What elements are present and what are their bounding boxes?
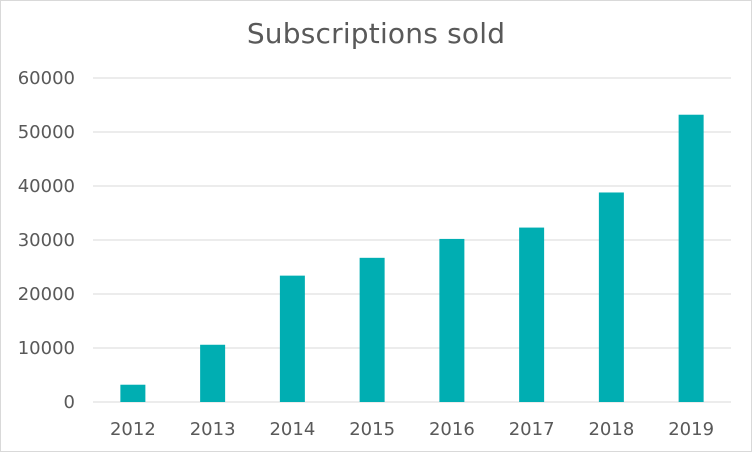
bar-2018 [598,192,624,402]
y-tick-label: 50000 [18,122,75,143]
y-tick-label: 40000 [18,176,75,197]
bar-2013 [200,344,226,402]
chart-title: Subscriptions sold [246,17,506,50]
y-tick-label: 30000 [18,230,75,251]
y-tick-label: 10000 [18,338,75,359]
x-tick-label: 2014 [269,419,315,440]
bar-2017 [519,227,545,402]
bar-2015 [359,257,385,402]
x-tick-label: 2012 [110,419,156,440]
x-tick-label: 2017 [509,419,555,440]
x-tick-label: 2019 [668,419,714,440]
y-tick-label: 0 [64,392,75,413]
y-tick-label: 60000 [18,68,75,89]
bar-2012 [120,384,146,402]
bar-2016 [439,238,465,402]
bar-2014 [279,275,305,402]
bar-2019 [678,114,704,402]
x-tick-label: 2018 [588,419,634,440]
y-tick-label: 20000 [18,284,75,305]
x-tick-label: 2015 [349,419,395,440]
x-tick-label: 2016 [429,419,475,440]
x-tick-label: 2013 [190,419,236,440]
